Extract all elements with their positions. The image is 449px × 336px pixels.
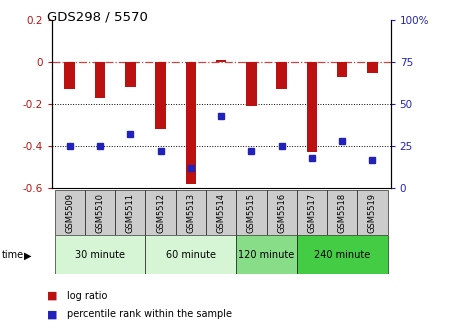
Bar bbox=[55, 190, 85, 235]
Text: 120 minute: 120 minute bbox=[238, 250, 295, 259]
Bar bbox=[267, 190, 297, 235]
Bar bbox=[216, 60, 226, 62]
Text: GSM5514: GSM5514 bbox=[216, 193, 226, 233]
Bar bbox=[236, 235, 297, 274]
Text: ■: ■ bbox=[47, 309, 57, 319]
Bar bbox=[327, 190, 357, 235]
Bar bbox=[115, 190, 145, 235]
Text: GSM5513: GSM5513 bbox=[186, 193, 195, 233]
Bar bbox=[297, 190, 327, 235]
Bar bbox=[206, 190, 236, 235]
Bar bbox=[236, 190, 267, 235]
Text: log ratio: log ratio bbox=[67, 291, 108, 301]
Text: ■: ■ bbox=[47, 291, 57, 301]
Bar bbox=[145, 190, 176, 235]
Text: time: time bbox=[2, 250, 24, 260]
Text: GSM5518: GSM5518 bbox=[338, 193, 347, 233]
Bar bbox=[277, 62, 287, 89]
Text: GDS298 / 5570: GDS298 / 5570 bbox=[47, 10, 148, 23]
Bar bbox=[155, 62, 166, 129]
Text: 30 minute: 30 minute bbox=[75, 250, 125, 259]
Text: GSM5517: GSM5517 bbox=[308, 193, 317, 233]
Bar bbox=[357, 190, 387, 235]
Bar bbox=[125, 62, 136, 87]
Bar bbox=[145, 235, 236, 274]
Bar bbox=[367, 62, 378, 73]
Bar bbox=[185, 62, 196, 184]
Text: 240 minute: 240 minute bbox=[314, 250, 370, 259]
Text: GSM5509: GSM5509 bbox=[65, 193, 74, 233]
Bar bbox=[95, 62, 106, 98]
Text: GSM5519: GSM5519 bbox=[368, 193, 377, 233]
Text: GSM5515: GSM5515 bbox=[247, 193, 256, 233]
Text: 60 minute: 60 minute bbox=[166, 250, 216, 259]
Bar bbox=[55, 235, 145, 274]
Text: GSM5510: GSM5510 bbox=[96, 193, 105, 233]
Bar bbox=[307, 62, 317, 153]
Bar bbox=[176, 190, 206, 235]
Text: GSM5512: GSM5512 bbox=[156, 193, 165, 233]
Bar bbox=[85, 190, 115, 235]
Bar bbox=[246, 62, 257, 106]
Bar bbox=[297, 235, 387, 274]
Bar bbox=[65, 62, 75, 89]
Text: GSM5516: GSM5516 bbox=[277, 193, 286, 233]
Text: ▶: ▶ bbox=[24, 250, 31, 260]
Text: GSM5511: GSM5511 bbox=[126, 193, 135, 233]
Text: percentile rank within the sample: percentile rank within the sample bbox=[67, 309, 232, 319]
Bar bbox=[337, 62, 348, 77]
